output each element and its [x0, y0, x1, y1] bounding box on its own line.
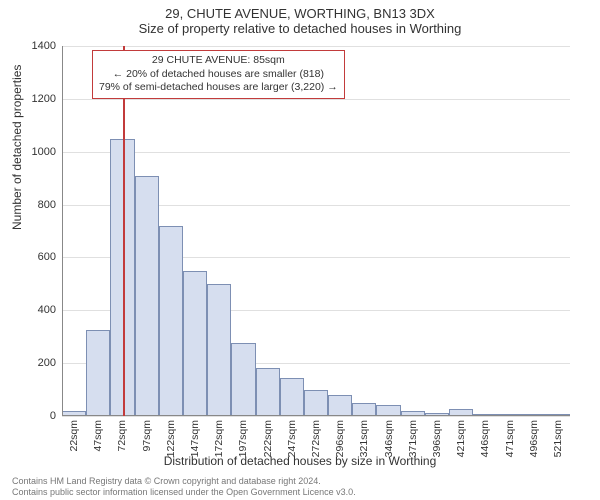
y-tick-label: 1400	[16, 40, 56, 52]
x-tick-label: 371sqm	[407, 420, 419, 457]
x-tick-label: 272sqm	[310, 420, 322, 457]
x-tick-label: 446sqm	[479, 420, 491, 457]
histogram-bar	[159, 226, 183, 416]
x-tick-label: 47sqm	[92, 420, 104, 452]
y-tick-label: 1200	[16, 93, 56, 105]
x-tick-label: 396sqm	[431, 420, 443, 457]
x-tick-label: 147sqm	[189, 420, 201, 457]
y-axis-line	[62, 46, 63, 416]
footer-line-2: Contains public sector information licen…	[12, 487, 356, 498]
x-tick-label: 72sqm	[116, 420, 128, 452]
y-tick-label: 1000	[16, 146, 56, 158]
x-axis-line	[62, 415, 570, 416]
y-tick-label: 400	[16, 304, 56, 316]
annotation-line: 29 CHUTE AVENUE: 85sqm	[99, 54, 338, 68]
x-tick-label: 296sqm	[334, 420, 346, 457]
x-tick-label: 172sqm	[213, 420, 225, 457]
histogram-bar	[256, 368, 280, 416]
x-tick-label: 22sqm	[68, 420, 80, 452]
x-tick-label: 346sqm	[383, 420, 395, 457]
histogram-bar	[304, 390, 328, 416]
x-tick-label: 321sqm	[358, 420, 370, 457]
y-tick-label: 600	[16, 251, 56, 263]
histogram-bar	[280, 378, 304, 416]
annotation-box: 29 CHUTE AVENUE: 85sqm← 20% of detached …	[92, 50, 345, 99]
gridline	[62, 152, 570, 153]
x-tick-label: 471sqm	[504, 420, 516, 457]
annotation-line: 79% of semi-detached houses are larger (…	[99, 81, 338, 95]
footer-line-1: Contains HM Land Registry data © Crown c…	[12, 476, 356, 487]
x-tick-label: 197sqm	[237, 420, 249, 457]
x-tick-label: 496sqm	[528, 420, 540, 457]
histogram-bar	[183, 271, 207, 416]
histogram-bar	[328, 395, 352, 416]
y-tick-label: 800	[16, 199, 56, 211]
chart-title-main: 29, CHUTE AVENUE, WORTHING, BN13 3DX	[0, 0, 600, 21]
x-tick-label: 97sqm	[141, 420, 153, 452]
histogram-bar	[231, 343, 255, 416]
x-tick-label: 247sqm	[286, 420, 298, 457]
histogram-bar	[207, 284, 231, 416]
x-axis-label: Distribution of detached houses by size …	[0, 454, 600, 468]
footer-attribution: Contains HM Land Registry data © Crown c…	[12, 476, 356, 499]
x-tick-label: 521sqm	[552, 420, 564, 457]
chart-title-sub: Size of property relative to detached ho…	[0, 21, 600, 36]
histogram-bar	[86, 330, 110, 416]
gridline	[62, 46, 570, 47]
y-tick-label: 200	[16, 357, 56, 369]
chart-plot-area: 020040060080010001200140022sqm47sqm72sqm…	[62, 46, 570, 416]
histogram-bar	[135, 176, 159, 417]
x-tick-label: 421sqm	[455, 420, 467, 457]
x-tick-label: 222sqm	[262, 420, 274, 457]
property-marker-line	[123, 46, 125, 416]
gridline	[62, 99, 570, 100]
gridline	[62, 416, 570, 417]
annotation-line: ← 20% of detached houses are smaller (81…	[99, 68, 338, 82]
x-tick-label: 122sqm	[165, 420, 177, 457]
y-tick-label: 0	[16, 410, 56, 422]
